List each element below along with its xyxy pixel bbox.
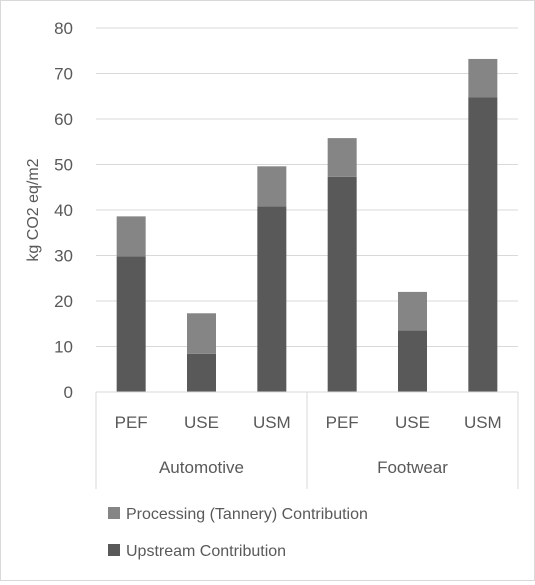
- legend-label: Upstream Contribution: [126, 543, 286, 560]
- y-tick-label: 60: [54, 110, 73, 129]
- bar-segment-upstream: [468, 97, 498, 392]
- y-axis-label: kg CO2 eq/m2: [25, 158, 42, 261]
- gridlines: [96, 27, 518, 347]
- x-category-label: USM: [464, 413, 502, 432]
- bar-segment-upstream: [187, 353, 216, 392]
- bar-segment-upstream: [327, 176, 357, 392]
- bar-segment-processing: [116, 216, 146, 257]
- bars: [116, 58, 498, 392]
- x-category-label: USM: [253, 413, 291, 432]
- bar-segment-processing: [468, 58, 498, 98]
- x-category-label: PEF: [115, 413, 148, 432]
- y-tick-label: 50: [54, 156, 73, 175]
- bar-segment-upstream: [257, 206, 287, 392]
- x-axis: PEF USE USM Automotive PEF USE USM Footwear: [95, 391, 519, 489]
- legend: Processing (Tannery) Contribution Upstrea…: [108, 506, 368, 560]
- y-tick-label: 30: [54, 247, 73, 266]
- bar-segment-processing: [327, 138, 357, 177]
- bar-segment-processing: [187, 313, 216, 354]
- x-group-label: Footwear: [377, 458, 448, 477]
- x-category-label: USE: [395, 413, 430, 432]
- x-category-label: USE: [184, 413, 219, 432]
- legend-swatch: [108, 507, 120, 519]
- y-axis-ticks: 0 10 20 30 40 50 60 70 80: [54, 19, 73, 402]
- bar-segment-upstream: [398, 330, 427, 392]
- bar-segment-processing: [398, 291, 427, 331]
- y-tick-label: 20: [54, 292, 73, 311]
- x-category-label: PEF: [326, 413, 359, 432]
- y-tick-label: 10: [54, 338, 73, 357]
- x-group-label: Automotive: [159, 458, 244, 477]
- y-tick-label: 70: [54, 65, 73, 84]
- y-tick-label: 0: [64, 383, 73, 402]
- y-tick-label: 40: [54, 201, 73, 220]
- bar-segment-upstream: [116, 256, 146, 392]
- bar-segment-processing: [257, 166, 287, 207]
- legend-swatch: [108, 544, 120, 556]
- legend-label: Processing (Tannery) Contribution: [126, 506, 368, 523]
- y-tick-label: 80: [54, 19, 73, 38]
